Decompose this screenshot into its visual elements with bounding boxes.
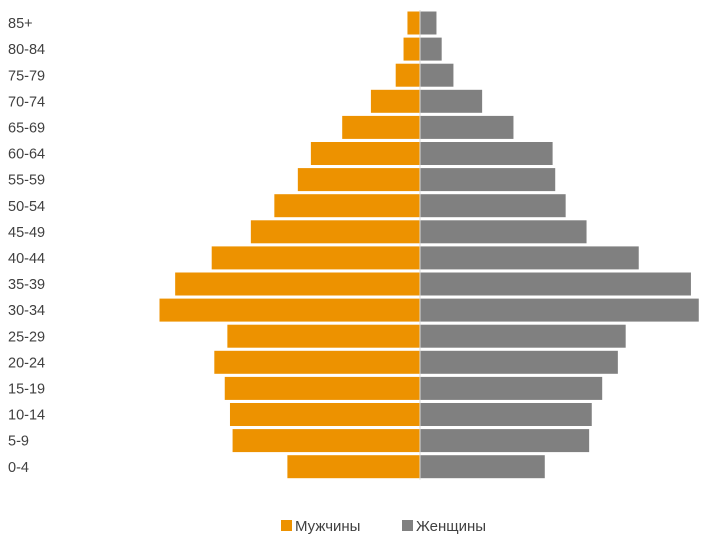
bar-female-30-34 (419, 297, 700, 323)
bar-female-35-39 (419, 271, 692, 297)
tick-label-70-74: 70-74 (8, 94, 45, 110)
bar-male-5-9 (231, 428, 421, 454)
bar-female-55-59 (419, 167, 557, 193)
legend-label-female: Женщины (416, 518, 486, 535)
tick-label-45-49: 45-49 (8, 225, 45, 241)
tick-label-60-64: 60-64 (8, 147, 45, 163)
bar-female-20-24 (419, 349, 619, 375)
legend: Мужчины Женщины (281, 518, 486, 535)
bars-layer (158, 10, 700, 480)
bar-male-50-54 (273, 193, 421, 219)
legend-swatch-male (281, 520, 292, 531)
bar-female-45-49 (419, 219, 588, 245)
bar-female-15-19 (419, 375, 604, 401)
bar-female-85plus (419, 10, 438, 36)
bar-male-60-64 (309, 141, 421, 166)
bar-male-35-39 (174, 271, 421, 297)
bar-male-20-24 (213, 349, 421, 375)
bar-female-50-54 (419, 193, 567, 219)
tick-label-85plus: 85+ (8, 16, 33, 32)
bar-male-40-44 (210, 245, 421, 271)
bar-male-75-79 (394, 62, 421, 88)
tick-label-40-44: 40-44 (8, 251, 45, 267)
bar-male-0-4 (286, 454, 421, 480)
bar-female-75-79 (419, 62, 455, 88)
tick-label-15-19: 15-19 (8, 381, 45, 397)
bar-female-70-74 (419, 88, 484, 114)
bar-female-65-69 (419, 114, 515, 140)
bar-male-25-29 (226, 323, 421, 349)
bar-male-45-49 (249, 219, 421, 245)
tick-label-50-54: 50-54 (8, 199, 45, 215)
bar-male-70-74 (369, 88, 421, 114)
bar-female-25-29 (419, 323, 627, 349)
tick-label-80-84: 80-84 (8, 42, 45, 58)
bar-male-30-34 (158, 297, 421, 323)
tick-label-30-34: 30-34 (8, 303, 45, 319)
bar-male-80-84 (402, 36, 421, 62)
bar-female-40-44 (419, 245, 640, 271)
legend-label-male: Мужчины (295, 518, 360, 535)
bar-male-85plus (406, 10, 421, 36)
tick-label-0-4: 0-4 (8, 460, 29, 476)
bar-male-15-19 (223, 375, 421, 401)
tick-label-10-14: 10-14 (8, 408, 45, 424)
tick-label-75-79: 75-79 (8, 68, 45, 84)
tick-label-5-9: 5-9 (8, 434, 29, 450)
legend-swatch-female (402, 520, 413, 531)
bar-male-55-59 (296, 167, 421, 193)
bar-male-10-14 (228, 402, 421, 427)
tick-label-25-29: 25-29 (8, 329, 45, 345)
bar-female-80-84 (419, 36, 443, 62)
tick-label-65-69: 65-69 (8, 120, 45, 136)
ticks-layer: 0-4 5-9 10-14 15-19 20-24 25-29 30-34 35-39 40-4… (8, 16, 45, 476)
tick-label-55-59: 55-59 (8, 173, 45, 189)
bar-female-5-9 (419, 428, 591, 454)
tick-label-20-24: 20-24 (8, 355, 45, 371)
bar-female-60-64 (419, 141, 554, 166)
bar-female-10-14 (419, 402, 593, 427)
bar-female-0-4 (419, 454, 546, 480)
tick-label-35-39: 35-39 (8, 277, 45, 293)
bar-male-65-69 (341, 114, 421, 140)
